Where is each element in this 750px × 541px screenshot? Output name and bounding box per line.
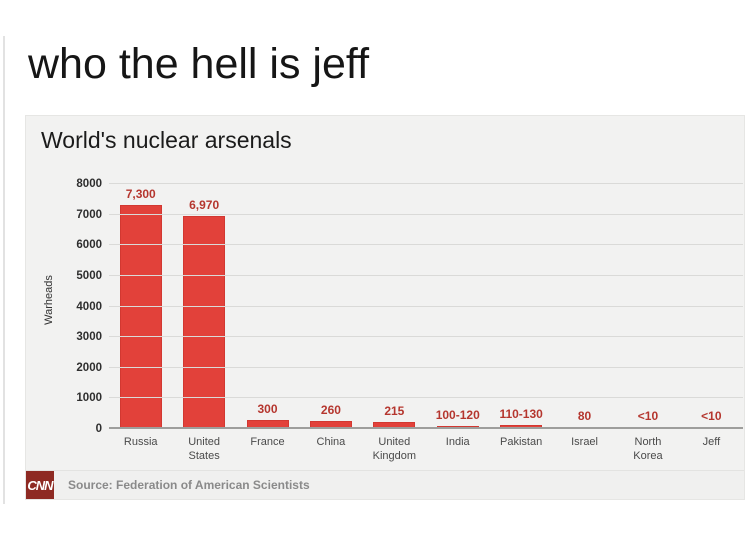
y-tick-label: 4000 [76, 300, 102, 313]
value-label: 110-130 [499, 407, 543, 422]
y-tick-label: 8000 [76, 178, 102, 190]
source-row: CNN Source: Federation of American Scien… [26, 470, 744, 499]
bar-france [246, 419, 289, 429]
bar-slot: 80 [553, 184, 616, 429]
category-label: Russia [123, 436, 158, 448]
value-label: <10 [637, 409, 659, 423]
bar-slot: 260 [299, 184, 362, 429]
value-label: <10 [701, 409, 722, 423]
x-axis-line [109, 427, 743, 429]
source-text: Source: Federation of American Scientist… [68, 478, 310, 492]
category-label: France [250, 436, 285, 448]
bars-container: 7,300 6,970 300 260 215 100-120 110-130 80 <10 <1… [109, 184, 743, 429]
y-axis-ticks: 0 1000 2000 3000 4000 5000 6000 7000 8000 [64, 178, 102, 435]
value-label: 6,970 [189, 197, 220, 212]
y-tick-label: 7000 [76, 208, 102, 221]
gridline [109, 366, 743, 368]
gridline [109, 244, 743, 246]
gridline [109, 274, 743, 276]
chart-panel: World's nuclear arsenals Warheads 0 1000 2… [25, 115, 745, 500]
value-label: 260 [320, 403, 341, 417]
bar-slot: 6,970 [172, 184, 235, 429]
category-label: China [316, 436, 346, 448]
gridline [109, 213, 743, 215]
cnn-logo: CNN [26, 471, 54, 499]
category-label: Jeff [702, 436, 721, 448]
y-tick-label: 3000 [76, 331, 102, 344]
category-label: Israel [571, 436, 598, 448]
left-border-line [3, 36, 5, 504]
plot-area: 7,300 6,970 300 260 215 100-120 110-130 80 <10 <1… [109, 183, 743, 429]
y-axis-label: Warheads [43, 275, 55, 325]
x-axis-labels: Russia United States France China United Kin… [109, 435, 743, 464]
bar-united-kingdom [373, 422, 416, 429]
category-label: United Kingdom [372, 436, 417, 463]
gridline [109, 397, 743, 399]
y-tick-label: 5000 [76, 269, 102, 282]
value-label: 100-120 [435, 407, 480, 422]
value-label: 300 [257, 401, 278, 416]
category-label: United States [188, 436, 220, 463]
gridline [109, 183, 743, 184]
gridline [109, 305, 743, 307]
bar-russia [119, 205, 162, 429]
bar-china [309, 421, 352, 429]
y-tick-label: 6000 [76, 239, 102, 252]
bar-slot: 100-120 [426, 184, 489, 429]
y-tick-label: 1000 [76, 392, 102, 405]
bar-slot: 300 [236, 184, 299, 429]
meme-caption: who the hell is jeff [28, 40, 370, 88]
value-label: 215 [384, 404, 405, 419]
category-label: Pakistan [500, 436, 543, 448]
bar-slot: <10 [616, 184, 679, 429]
y-tick-label: 0 [95, 423, 102, 435]
bar-united-states [183, 215, 226, 429]
bar-slot: 215 [363, 184, 426, 429]
category-label: India [445, 436, 470, 448]
value-label: 80 [577, 408, 592, 423]
chart-title: World's nuclear arsenals [41, 127, 292, 153]
bar-slot: 110-130 [489, 184, 552, 429]
bar-slot: 7,300 [109, 184, 172, 429]
category-label: North Korea [633, 436, 663, 463]
y-tick-label: 2000 [76, 361, 102, 374]
bar-slot: <10 [680, 184, 743, 429]
value-label: 7,300 [125, 187, 156, 202]
gridline [109, 336, 743, 338]
